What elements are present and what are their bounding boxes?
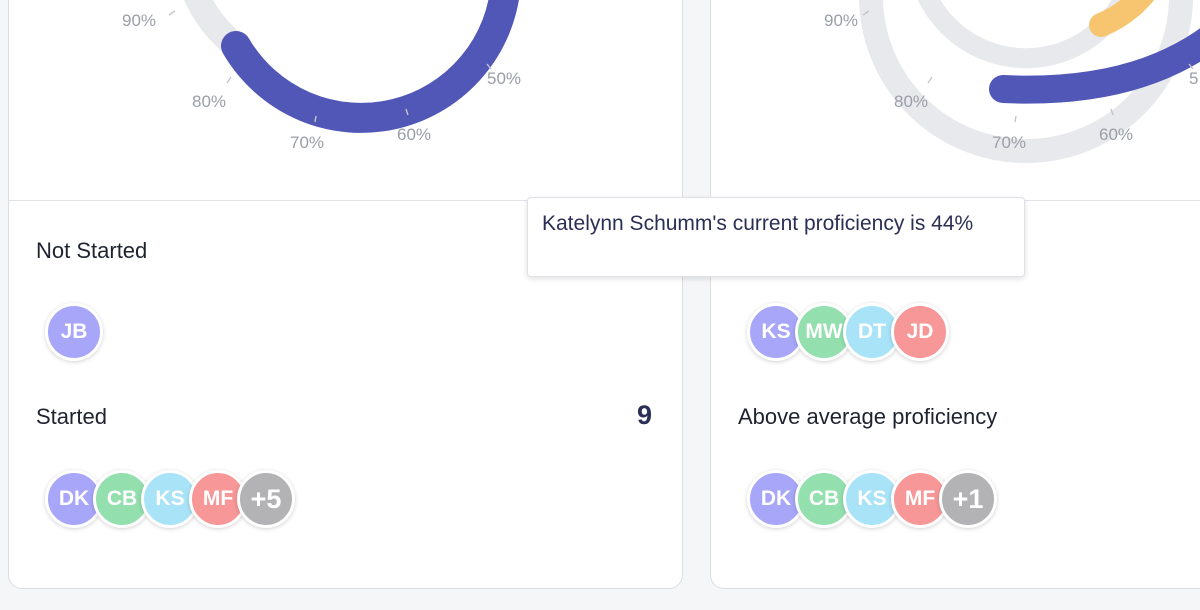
group-avatars: KS MW DT JD bbox=[747, 303, 949, 361]
above-average-avatars: DK CB KS MF +1 bbox=[747, 470, 997, 528]
avatar[interactable]: KS bbox=[747, 303, 805, 361]
gauge-tick bbox=[1110, 108, 1114, 116]
avatar[interactable]: DK bbox=[747, 470, 805, 528]
gauge-tick-label: 60% bbox=[1099, 125, 1133, 144]
gauge-tick-label: 70% bbox=[992, 133, 1026, 152]
gauge-tick bbox=[927, 76, 933, 84]
above-average-title: Above average proficiency bbox=[738, 404, 998, 429]
gauge-tick bbox=[1014, 115, 1017, 123]
gauge-accent-arc bbox=[1089, 0, 1155, 37]
gauge-tick-label: 80% bbox=[192, 92, 226, 111]
gauge-tick bbox=[486, 63, 492, 70]
gauge-tick-label: 80% bbox=[894, 92, 928, 111]
gauge-track bbox=[184, 0, 249, 59]
gauge-tick bbox=[405, 108, 409, 116]
gauge-tick-label: 90% bbox=[122, 11, 156, 30]
avatar[interactable]: JB bbox=[45, 303, 103, 361]
not-started-title: Not Started bbox=[36, 238, 148, 263]
gauge-tick-label: 60% bbox=[397, 125, 431, 144]
gauge-tick-label: 90% bbox=[824, 11, 858, 30]
proficiency-gauge: 90% 80% 70% 60% 5 bbox=[824, 0, 1200, 164]
gauge-tick bbox=[226, 76, 232, 84]
gauge-progress-arc bbox=[989, 28, 1200, 104]
avatar[interactable]: DT bbox=[843, 303, 901, 361]
gauge-tick bbox=[862, 10, 870, 16]
gauge-tick bbox=[314, 115, 317, 123]
gauge-tick-label: 50% bbox=[487, 69, 521, 88]
started-title: Started bbox=[36, 404, 107, 429]
proficiency-tooltip: Katelynn Schumm's current proficiency is… bbox=[527, 197, 1025, 277]
card-divider bbox=[9, 200, 682, 201]
gauge-progress-arc bbox=[221, 0, 519, 133]
not-started-avatars: JB bbox=[45, 303, 103, 361]
proficiency-card-left: 90% 80% 70% 60% 50% Not Started JB Start… bbox=[8, 0, 683, 589]
proficiency-card-right: 90% 80% 70% 60% 5 KS MW DT JD Above aver… bbox=[710, 0, 1200, 589]
avatar[interactable]: JD bbox=[891, 303, 949, 361]
proficiency-gauge: 90% 80% 70% 60% 50% bbox=[122, 0, 521, 152]
gauge-tick bbox=[168, 10, 176, 16]
avatar-overflow-count[interactable]: +5 bbox=[237, 470, 295, 528]
gauge-tick-label: 70% bbox=[290, 133, 324, 152]
avatar-overflow-count[interactable]: +1 bbox=[939, 470, 997, 528]
gauge-tick-label: 5 bbox=[1189, 69, 1198, 88]
started-count: 9 bbox=[637, 400, 653, 430]
gauge-tick bbox=[1188, 63, 1194, 70]
started-avatars: DK CB KS MF +5 bbox=[45, 470, 295, 528]
